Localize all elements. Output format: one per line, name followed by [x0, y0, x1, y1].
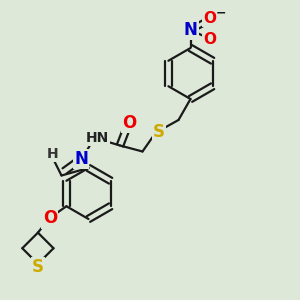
Text: S: S	[32, 258, 44, 277]
Text: N: N	[184, 21, 197, 39]
Text: O: O	[203, 11, 217, 26]
Text: O: O	[203, 32, 217, 46]
Text: S: S	[153, 123, 165, 141]
Text: O: O	[43, 209, 57, 227]
Text: N: N	[74, 150, 88, 168]
Text: O: O	[122, 114, 136, 132]
Text: H: H	[47, 147, 58, 161]
Text: HN: HN	[86, 131, 109, 145]
Text: −: −	[216, 6, 227, 19]
